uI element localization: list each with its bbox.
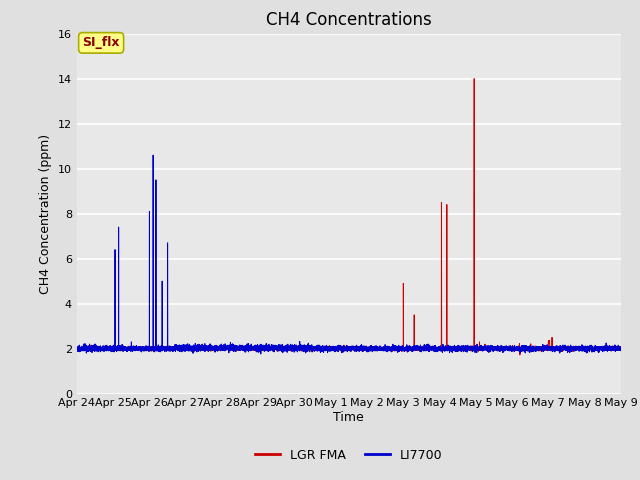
- LI7700: [395, 346, 403, 351]
- LGR FMA: [470, 76, 478, 82]
- LI7700: [476, 345, 484, 351]
- LI7700: [100, 345, 108, 351]
- Legend: LGR FMA, LI7700: LGR FMA, LI7700: [250, 444, 447, 467]
- LGR FMA: [419, 346, 426, 351]
- LI7700: [419, 347, 426, 352]
- LGR FMA: [100, 346, 108, 351]
- LGR FMA: [516, 352, 524, 358]
- LGR FMA: [617, 344, 625, 349]
- LI7700: [73, 346, 81, 351]
- LI7700: [257, 351, 265, 357]
- Title: CH4 Concentrations: CH4 Concentrations: [266, 11, 431, 29]
- LI7700: [270, 343, 278, 348]
- X-axis label: Time: Time: [333, 411, 364, 424]
- LGR FMA: [506, 348, 513, 353]
- Line: LGR FMA: LGR FMA: [77, 79, 621, 355]
- LI7700: [617, 347, 625, 353]
- Text: SI_flx: SI_flx: [83, 36, 120, 49]
- Y-axis label: CH4 Concentration (ppm): CH4 Concentration (ppm): [39, 133, 52, 294]
- LGR FMA: [73, 345, 81, 351]
- LGR FMA: [270, 348, 278, 353]
- Line: LI7700: LI7700: [77, 155, 621, 354]
- LI7700: [506, 348, 513, 353]
- LGR FMA: [476, 347, 484, 352]
- LGR FMA: [395, 345, 403, 351]
- LI7700: [149, 152, 157, 158]
